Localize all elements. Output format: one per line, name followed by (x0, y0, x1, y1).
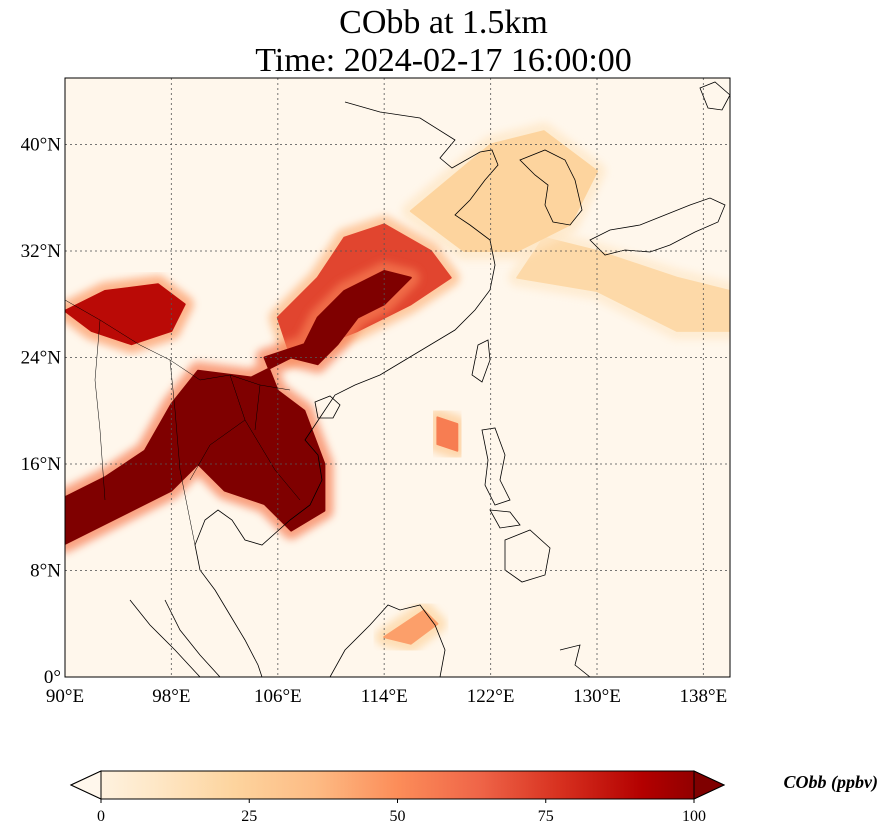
gridlines (65, 78, 730, 677)
lon-tick-label: 114°E (361, 686, 408, 707)
coastline-sumatra (129, 599, 201, 677)
colorbar-tick-label: 75 (538, 808, 554, 825)
lon-tick-label: 130°E (573, 686, 621, 707)
borders (65, 299, 301, 546)
map-axes: 90°E 98°E 106°E 114°E 122°E 130°E 138°E 0° 8°N 16… (21, 135, 728, 707)
colorbar-gradient (69, 770, 726, 800)
coastline-japan (589, 197, 726, 256)
map-frame (64, 77, 731, 678)
plume-myanmar-patch (65, 283, 186, 346)
coastline-luzon (481, 427, 511, 506)
plume-pacific-band (516, 236, 730, 332)
lat-tick-label: 32°N (21, 241, 62, 262)
lat-tick-label: 8°N (30, 561, 61, 582)
colorbar-tick-label: 100 (682, 808, 706, 825)
coastline-korea (519, 149, 583, 226)
plume-taiwan-strait (436, 416, 459, 452)
coastline-borneo (329, 604, 446, 677)
coastline-hainan (314, 395, 341, 419)
plume-yellow-sea-haze (409, 130, 598, 252)
coastline-visayas (489, 509, 521, 529)
coastline-malay (164, 599, 221, 677)
lon-tick-label: 90°E (46, 686, 84, 707)
map-background (65, 78, 730, 677)
lat-tick-label: 24°N (21, 348, 62, 369)
colorbar-tick-label: 25 (241, 808, 257, 825)
colorbar-label: CObb (ppbv) (784, 772, 878, 793)
lon-tick-label: 98°E (152, 686, 190, 707)
colorbar: 0 25 50 75 100 CObb (ppbv) (69, 770, 878, 825)
lon-tick-label: 138°E (680, 686, 728, 707)
coastline-hokkaido (699, 81, 730, 111)
plume-borneo-patch (383, 609, 439, 645)
colorbar-tick-label: 0 (97, 808, 105, 825)
map-title: CObb at 1.5km (339, 4, 548, 41)
coastlines (65, 81, 730, 677)
lat-tick-label: 16°N (21, 454, 62, 475)
plume-indochina-core (65, 270, 412, 545)
lat-tick-label: 0° (44, 667, 61, 688)
colorbar-tick-label: 50 (390, 808, 406, 825)
coastline-mindanao (504, 529, 551, 583)
concentration-field (65, 122, 730, 653)
colorbar-extend-min (69, 770, 102, 800)
lon-tick-label: 106°E (254, 686, 302, 707)
coastline-mainland (194, 101, 499, 677)
coastline-sulawesi (559, 644, 591, 677)
colorbar-extend-max (693, 770, 726, 800)
coastline-taiwan (471, 339, 491, 383)
lon-tick-label: 122°E (467, 686, 515, 707)
colorbar-ticks: 0 25 50 75 100 (69, 770, 726, 825)
lat-tick-label: 40°N (21, 135, 62, 156)
map-subtitle: Time: 2024-02-17 16:00:00 (255, 42, 632, 79)
